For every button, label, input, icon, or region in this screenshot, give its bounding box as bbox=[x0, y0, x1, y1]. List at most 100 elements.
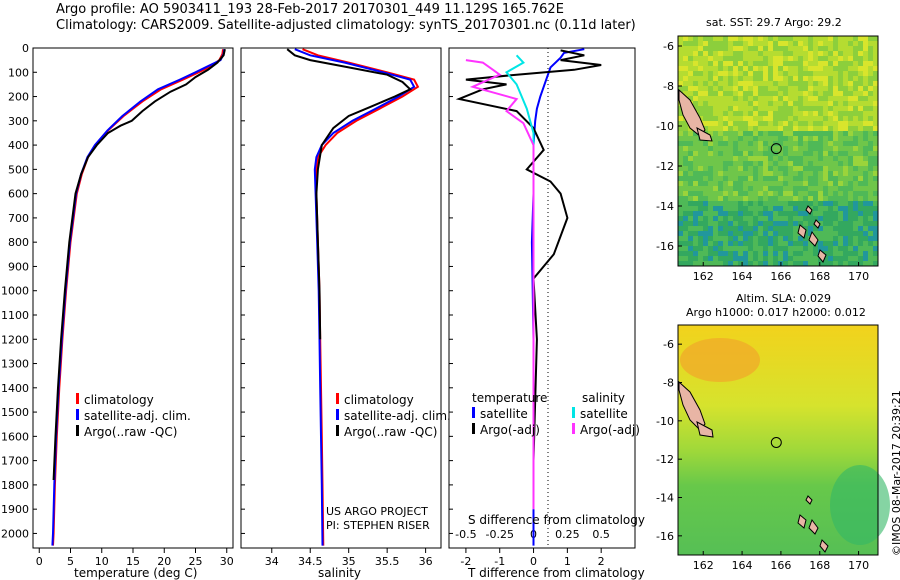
sst-cell bbox=[683, 86, 689, 92]
temperature-ytick-label: 1700 bbox=[1, 455, 29, 468]
sst-cell bbox=[808, 161, 814, 167]
sst-cell bbox=[703, 216, 709, 222]
sst-cell bbox=[773, 181, 779, 187]
sst-cell bbox=[683, 76, 689, 82]
sst-cell bbox=[848, 41, 854, 47]
sst-cell bbox=[733, 51, 739, 57]
sst-cell bbox=[758, 221, 764, 227]
sst-cell bbox=[813, 196, 819, 202]
sst-cell bbox=[853, 56, 859, 62]
sst-cell bbox=[728, 131, 734, 137]
sst-cell bbox=[843, 236, 849, 242]
sst-cell bbox=[823, 246, 829, 252]
sst-cell bbox=[838, 261, 844, 267]
sst-cell bbox=[748, 131, 754, 137]
sst-cell bbox=[713, 131, 719, 137]
sst-cell bbox=[808, 116, 814, 122]
sst-cell bbox=[748, 146, 754, 152]
sst-cell bbox=[828, 106, 834, 112]
sst-cell bbox=[728, 181, 734, 187]
sst-cell bbox=[798, 166, 804, 172]
legend-label: climatology bbox=[84, 393, 154, 407]
sst-cell bbox=[713, 81, 719, 87]
sst-cell bbox=[708, 116, 714, 122]
sst-cell bbox=[858, 76, 864, 82]
sst-cell bbox=[683, 36, 689, 42]
sst-cell bbox=[858, 251, 864, 257]
sst-cell bbox=[753, 216, 759, 222]
sst-cell bbox=[838, 126, 844, 132]
sst-cell bbox=[768, 66, 774, 72]
sst-cell bbox=[823, 201, 829, 207]
sst-cell bbox=[788, 81, 794, 87]
sst-cell bbox=[788, 56, 794, 62]
sst-cell bbox=[713, 56, 719, 62]
sst-cell bbox=[693, 146, 699, 152]
sst-cell bbox=[778, 36, 784, 42]
sst-cell bbox=[723, 101, 729, 107]
temperature-series-argo-raw-qc- bbox=[52, 48, 226, 481]
sst-cell bbox=[753, 86, 759, 92]
sst-cell bbox=[863, 56, 869, 62]
sst-cell bbox=[683, 161, 689, 167]
sst-cell bbox=[803, 131, 809, 137]
sst-cell bbox=[703, 126, 709, 132]
sst-cell bbox=[708, 106, 714, 112]
sst-cell bbox=[873, 66, 879, 72]
sst-cell bbox=[813, 126, 819, 132]
sst-cell bbox=[803, 41, 809, 47]
sst-cell bbox=[863, 201, 869, 207]
sst-cell bbox=[868, 121, 874, 127]
sst-cell bbox=[703, 76, 709, 82]
sst-cell bbox=[788, 171, 794, 177]
sst-cell bbox=[678, 86, 684, 92]
sst-cell bbox=[818, 196, 824, 202]
sst-cell bbox=[853, 196, 859, 202]
sst-cell bbox=[683, 201, 689, 207]
sst-cell bbox=[733, 186, 739, 192]
sla-map-frame bbox=[677, 324, 879, 556]
sst-cell bbox=[808, 191, 814, 197]
temperature-xtick-label: 20 bbox=[157, 555, 171, 568]
sst-cell bbox=[718, 41, 724, 47]
sst-cell bbox=[828, 201, 834, 207]
sst-cell bbox=[838, 71, 844, 77]
sst-cell bbox=[683, 251, 689, 257]
sst-cell bbox=[793, 236, 799, 242]
sst-cell bbox=[868, 201, 874, 207]
sst-cell bbox=[723, 86, 729, 92]
sst-cell bbox=[713, 96, 719, 102]
difference-top-label: S difference from climatology bbox=[468, 513, 645, 527]
sst-cell bbox=[833, 121, 839, 127]
sst-cell bbox=[818, 36, 824, 42]
legend-label: Argo(-adj) bbox=[480, 423, 540, 437]
sst-cell bbox=[733, 206, 739, 212]
sst-cell bbox=[778, 51, 784, 57]
sst-cell bbox=[748, 256, 754, 262]
sst-cell bbox=[688, 246, 694, 252]
temperature-ytick-label: 800 bbox=[8, 236, 29, 249]
difference-xtick-label: -1 bbox=[494, 555, 505, 568]
sst-cell bbox=[873, 116, 879, 122]
sst-cell bbox=[773, 111, 779, 117]
sst-cell bbox=[678, 161, 684, 167]
sst-cell bbox=[868, 226, 874, 232]
sst-cell bbox=[708, 166, 714, 172]
sst-cell bbox=[683, 56, 689, 62]
sst-cell bbox=[758, 46, 764, 52]
sst-cell bbox=[773, 126, 779, 132]
sst-cell bbox=[723, 251, 729, 257]
sst-cell bbox=[773, 241, 779, 247]
sst-cell bbox=[733, 46, 739, 52]
sst-cell bbox=[778, 71, 784, 77]
sst-cell bbox=[833, 136, 839, 142]
sst-cell bbox=[698, 46, 704, 52]
sst-cell bbox=[783, 221, 789, 227]
sst-cell bbox=[818, 71, 824, 77]
sst-cell bbox=[863, 36, 869, 42]
sst-cell bbox=[738, 96, 744, 102]
sst-cell bbox=[868, 261, 874, 267]
sst-cell bbox=[818, 51, 824, 57]
sst-cell bbox=[813, 41, 819, 47]
sst-cell bbox=[693, 106, 699, 112]
